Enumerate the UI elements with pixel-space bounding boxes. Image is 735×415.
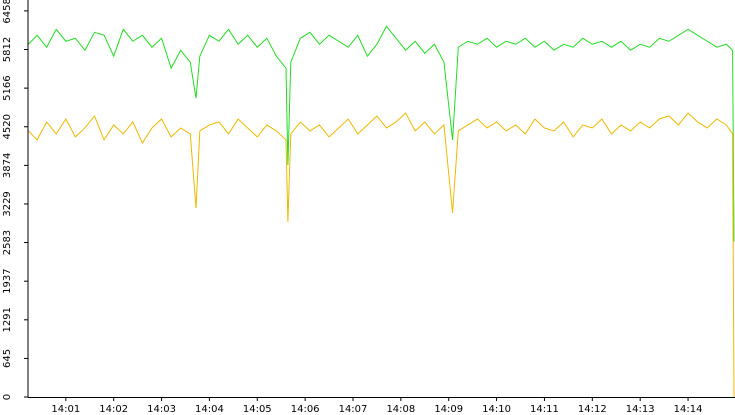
y-tick-label: 1291	[2, 307, 13, 332]
x-tick-label: 14:03	[147, 404, 176, 415]
x-tick-label: 14:05	[243, 404, 272, 415]
x-tick-label: 14:04	[195, 404, 224, 415]
y-tick-label: 5812	[2, 37, 13, 62]
y-tick-label: 645	[2, 349, 13, 368]
series-line	[28, 112, 735, 398]
x-tick-label: 14:12	[578, 404, 607, 415]
y-tick-label: 5166	[2, 75, 13, 100]
y-tick-label: 3874	[2, 153, 13, 178]
y-tick-label: 2583	[2, 230, 13, 255]
y-tick-label: 1937	[2, 268, 13, 293]
x-tick-label: 14:11	[530, 404, 559, 415]
x-tick-label: 14:06	[291, 404, 320, 415]
y-tick-label: 4520	[2, 114, 13, 139]
y-tick-label: 0	[2, 394, 13, 400]
x-tick-label: 14:13	[626, 404, 655, 415]
series-line	[28, 25, 735, 242]
x-tick-label: 14:10	[482, 404, 511, 415]
x-tick-label: 14:02	[99, 404, 128, 415]
y-tick-label: 3229	[2, 191, 13, 216]
y-tick-label: 6458	[2, 0, 13, 24]
x-tick-label: 14:07	[339, 404, 368, 415]
x-tick-label: 14:08	[386, 404, 415, 415]
x-tick-label: 14:01	[51, 404, 80, 415]
x-tick-label: 14:14	[674, 404, 703, 415]
x-tick-label: 14:09	[434, 404, 463, 415]
